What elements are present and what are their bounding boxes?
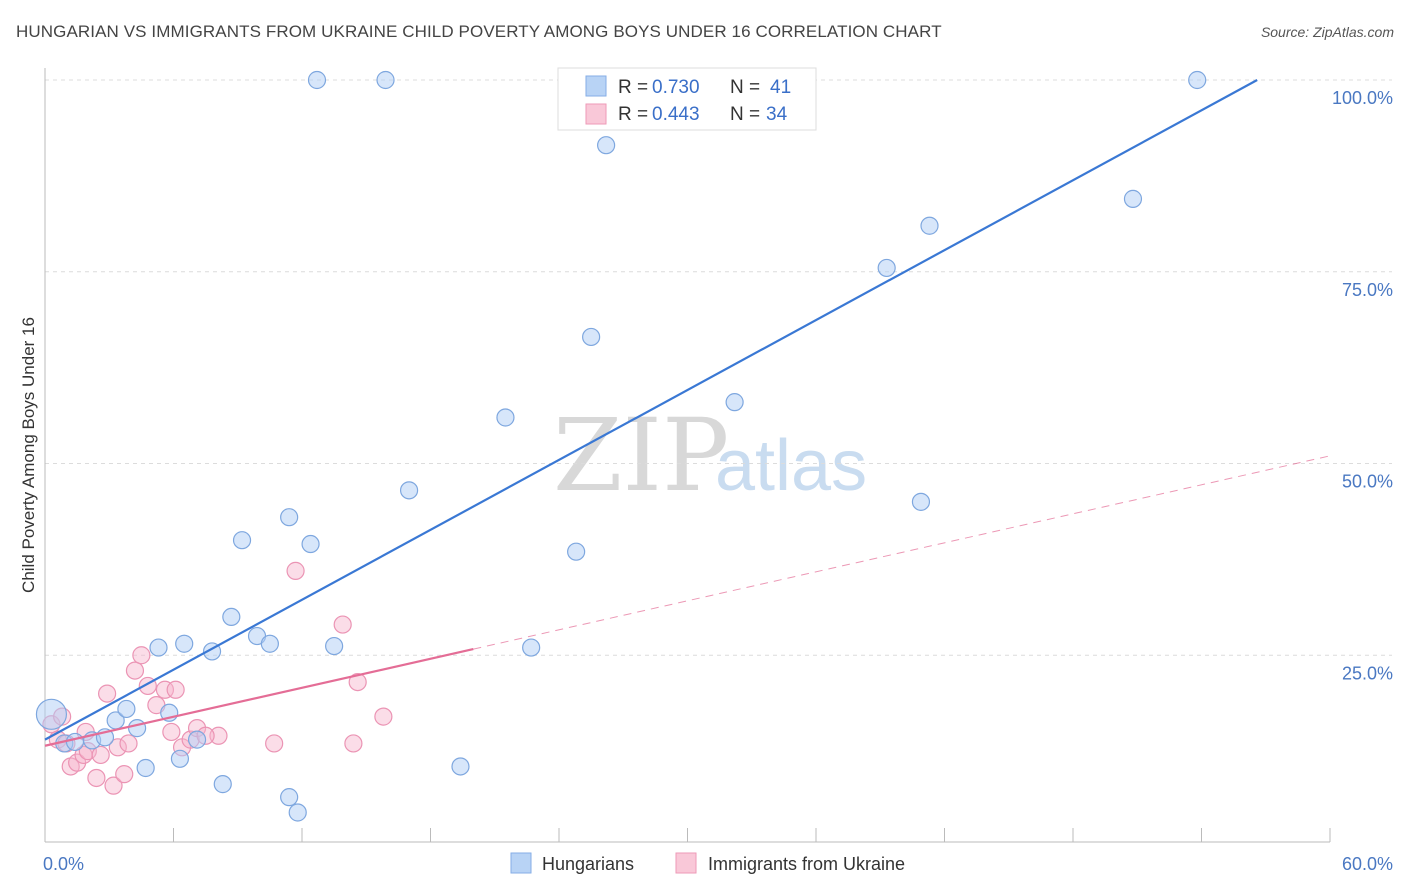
bottom-legend: Hungarians Immigrants from Ukraine xyxy=(510,852,905,874)
hungarian-point xyxy=(213,775,232,794)
y-tick-label-75: 75.0% xyxy=(1342,280,1393,300)
hungarian-point xyxy=(911,492,931,511)
hungarian-point xyxy=(65,732,85,752)
hungarian-point xyxy=(325,636,344,656)
legend-r-label-1: R = xyxy=(618,77,648,98)
top-legend: R = 0.730 N = 41 R = 0.443 N = 34 xyxy=(557,67,817,131)
bottom-legend-swatch-ukraine xyxy=(675,852,697,874)
hungarian-point xyxy=(127,719,147,738)
hungarian-point xyxy=(288,803,307,822)
legend-n-label-1: N = xyxy=(730,77,760,98)
hungarian-point xyxy=(232,531,252,550)
ukraine-point xyxy=(119,734,138,753)
legend-r-label-2: R = xyxy=(618,104,648,125)
ukraine-point xyxy=(108,738,127,757)
trend-ukraine xyxy=(44,648,474,747)
ukraine-point xyxy=(115,765,134,784)
ukraine-point xyxy=(265,734,284,753)
hungarian-point xyxy=(170,749,190,768)
hungarian-point xyxy=(376,70,395,90)
hungarian-point xyxy=(582,327,601,347)
trend-hungarians xyxy=(44,79,1258,741)
ukraine-point xyxy=(91,745,110,765)
bottom-legend-hungarians: Hungarians xyxy=(542,854,634,874)
x-tick-label-max: 60.0% xyxy=(1342,854,1393,874)
trend-lines xyxy=(44,79,1331,747)
hungarian-point xyxy=(1188,70,1207,90)
trend-ukraine-extrapolated xyxy=(473,455,1331,650)
hungarian-point xyxy=(920,216,939,235)
legend-swatch-hungarians xyxy=(585,75,607,97)
ukraine-point xyxy=(104,776,123,795)
legend-swatch-ukraine xyxy=(585,103,607,125)
hungarian-point xyxy=(725,393,744,412)
bottom-legend-ukraine: Immigrants from Ukraine xyxy=(708,854,905,874)
ukraine-point xyxy=(87,768,106,788)
hungarian-point xyxy=(117,699,136,719)
hungarian-point xyxy=(136,758,155,778)
ukraine-point xyxy=(348,672,367,692)
chart-title: HUNGARIAN VS IMMIGRANTS FROM UKRAINE CHI… xyxy=(16,22,942,41)
hungarian-point xyxy=(301,534,320,554)
ukraine-point xyxy=(209,726,228,745)
source-label: Source: ZipAtlas.com xyxy=(1260,24,1394,40)
y-axis-title: Child Poverty Among Boys Under 16 xyxy=(19,317,38,593)
watermark-atlas: atlas xyxy=(715,426,867,506)
hungarian-point xyxy=(187,730,207,749)
y-tick-label-50: 50.0% xyxy=(1342,472,1393,492)
legend-n-label-2: N = xyxy=(730,104,760,125)
ukraine-point xyxy=(286,561,305,580)
hungarian-point xyxy=(175,634,194,653)
hungarian-point xyxy=(451,757,470,776)
hungarian-point xyxy=(496,408,515,427)
hungarian-point xyxy=(567,542,586,561)
hungarian-point xyxy=(522,638,541,657)
ukraine-point xyxy=(132,646,151,665)
legend-n-value-1: 41 xyxy=(770,77,791,98)
hungarian-point xyxy=(149,638,168,657)
ukraine-point xyxy=(166,680,185,699)
ukraine-point xyxy=(125,661,145,680)
ukraine-point xyxy=(162,722,181,742)
ukraine-point xyxy=(155,680,175,699)
x-tick-label-min: 0.0% xyxy=(43,854,84,874)
hungarian-point xyxy=(260,634,279,653)
x-axis-ticks xyxy=(44,828,1331,842)
hungarian-point xyxy=(877,258,896,278)
legend-n-value-2: 34 xyxy=(766,104,788,125)
watermark-zip: ZIP xyxy=(553,397,729,514)
y-tick-label-100: 100.0% xyxy=(1332,88,1393,108)
hungarian-point xyxy=(307,70,327,90)
legend-r-value-1: 0.730 xyxy=(652,77,700,98)
gridlines xyxy=(45,79,1392,656)
bottom-legend-swatch-hungarians xyxy=(510,852,532,874)
ukraine-point xyxy=(374,707,393,726)
ukraine-point xyxy=(98,684,117,703)
y-tick-labels: 25.0% 50.0% 75.0% 100.0% xyxy=(1332,88,1393,683)
hungarian-point xyxy=(399,481,419,500)
y-tick-label-25: 25.0% xyxy=(1342,663,1393,683)
hungarian-point xyxy=(35,698,68,730)
hungarian-point xyxy=(280,508,299,527)
hungarian-point xyxy=(1123,189,1143,208)
hungarian-point xyxy=(280,788,299,807)
ukraine-point xyxy=(333,615,352,634)
ukraine-point xyxy=(344,734,363,753)
hungarian-point xyxy=(222,607,241,627)
hungarian-point xyxy=(597,136,616,155)
legend-r-value-2: 0.443 xyxy=(652,104,700,125)
